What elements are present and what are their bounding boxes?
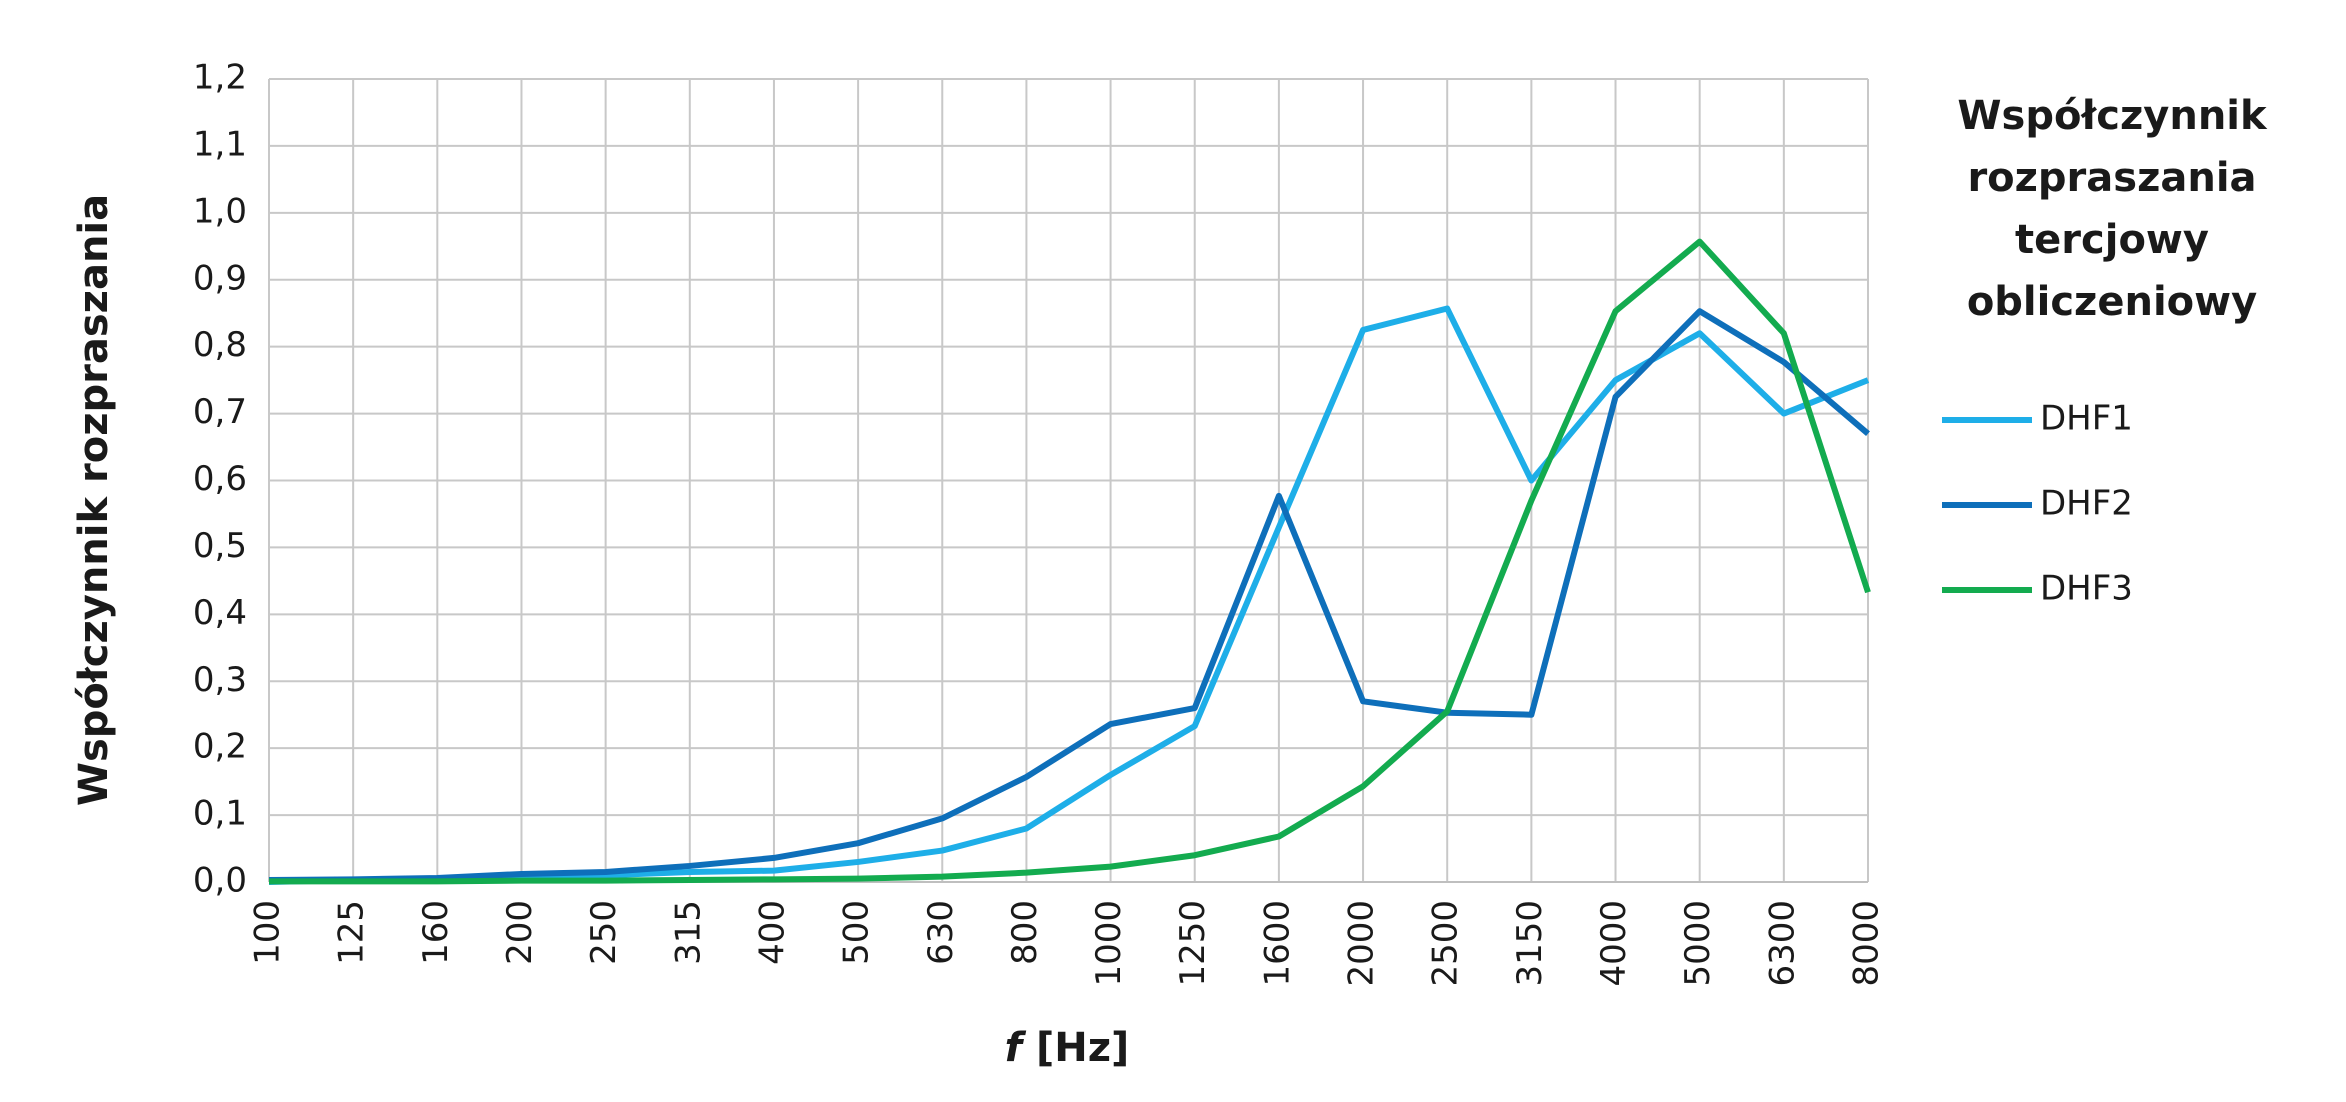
y-tick-label: 0,7 [193, 392, 247, 432]
legend-title: Współczynnik [1957, 93, 2268, 139]
x-tick-label: 3150 [1510, 900, 1550, 987]
x-tick-label: 1000 [1089, 900, 1129, 987]
legend-title: rozpraszania [1967, 155, 2256, 201]
x-tick-label: 800 [1005, 900, 1045, 965]
data-line [269, 238, 1871, 885]
x-tick-label: 2000 [1342, 900, 1382, 987]
x-tick-label: 125 [332, 900, 372, 965]
x-tick-label: 630 [921, 900, 961, 965]
x-tick-label: 160 [416, 900, 456, 965]
y-tick-label: 0,1 [193, 794, 247, 834]
x-tick-label: 500 [837, 900, 877, 965]
x-axis-symbol: f [1005, 1025, 1027, 1071]
x-axis-title: f [Hz] [1005, 1025, 1130, 1071]
y-tick-label: 0,9 [193, 258, 247, 298]
x-tick-label: 2500 [1426, 900, 1466, 987]
x-tick-label: 200 [500, 900, 540, 965]
y-tick-label: 1,0 [193, 191, 247, 231]
y-tick-label: 0,0 [193, 861, 247, 901]
legend-label: DHF2 [2040, 484, 2133, 524]
y-tick-label: 0,8 [193, 325, 247, 365]
y-axis-title: Współczynnik rozpraszania [71, 194, 117, 806]
x-tick-label: 4000 [1594, 900, 1634, 987]
legend-label: DHF3 [2040, 569, 2133, 609]
legend-title: obliczeniowy [1967, 279, 2257, 325]
y-tick-label: 1,1 [193, 124, 247, 164]
y-tick-label: 0,4 [193, 593, 247, 633]
y-tick-label: 1,2 [193, 58, 247, 98]
x-tick-label: 1600 [1257, 900, 1297, 987]
x-axis-unit: [Hz] [1036, 1025, 1129, 1071]
y-tick-label: 0,5 [193, 526, 247, 566]
x-tick-label: 315 [668, 900, 708, 965]
data-line [268, 308, 1870, 883]
x-tick-label: 250 [584, 900, 624, 965]
y-tick-label: 0,6 [193, 459, 247, 499]
y-tick-label: 0,3 [193, 660, 247, 700]
x-tick-label: 8000 [1847, 900, 1887, 987]
x-tick-label: 5000 [1678, 900, 1718, 987]
x-tick-label: 400 [752, 900, 792, 965]
x-tick-label: 6300 [1762, 900, 1802, 987]
y-tick-label: 0,2 [193, 727, 247, 767]
legend-title: tercjowy [2015, 217, 2209, 263]
data-line [268, 305, 1870, 885]
x-tick-label: 100 [248, 900, 288, 965]
legend-label: DHF1 [2040, 399, 2133, 439]
x-tick-label: 1250 [1173, 900, 1213, 987]
